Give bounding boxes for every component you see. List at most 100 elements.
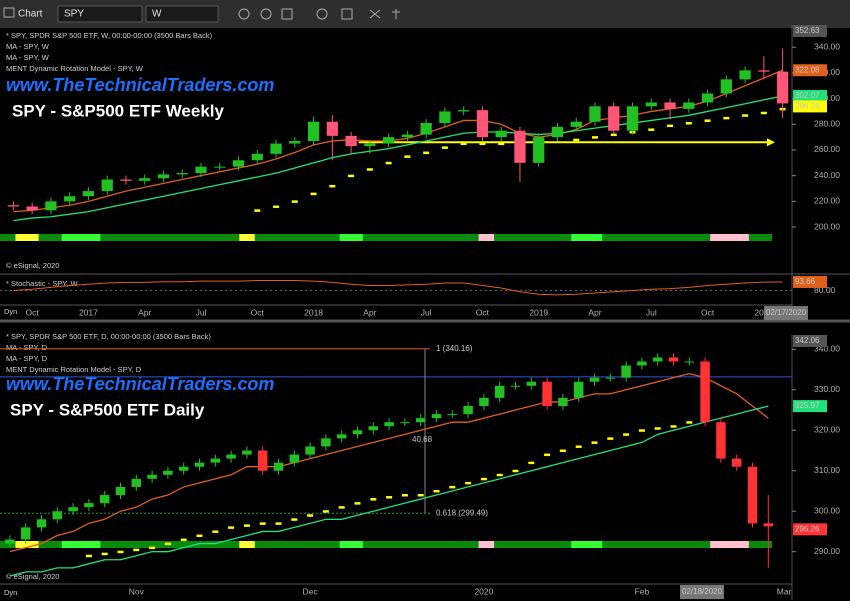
candle-body	[364, 143, 376, 147]
price-tag: 93.66	[795, 277, 816, 286]
candle-body	[251, 153, 263, 161]
candle-body	[289, 140, 301, 144]
stop-dot	[338, 506, 345, 509]
stop-dot	[654, 427, 661, 430]
watermark: www.TheTechnicalTraders.com	[6, 374, 274, 394]
price-tag-bg	[793, 25, 827, 37]
candle-body	[82, 191, 95, 197]
rotation-strip	[0, 234, 772, 241]
stop-dot	[385, 161, 392, 165]
y-tick-label: 300.00	[814, 93, 840, 103]
stop-dot	[275, 522, 282, 525]
stop-dot	[623, 433, 630, 436]
legend-line: * SPY, SPDR S&P 500 ETF, D, 00:00-00:00 …	[6, 332, 211, 341]
symbol-input[interactable]	[57, 5, 143, 23]
candle-body	[731, 458, 742, 467]
x-tick-label: Jul	[196, 307, 207, 317]
candle-body	[439, 111, 451, 124]
stop-dot	[449, 485, 456, 489]
candle-body	[494, 385, 505, 398]
icon[interactable]	[260, 8, 272, 20]
stop-dot	[404, 155, 411, 158]
candle-body	[747, 466, 758, 524]
ma-line	[13, 95, 783, 222]
icon[interactable]	[238, 8, 250, 20]
stop-dot	[648, 128, 655, 131]
price-tag-bg	[793, 100, 827, 113]
candle-body	[242, 450, 252, 455]
candle-body	[273, 462, 284, 471]
cursor-date: 02/17/2020	[766, 308, 807, 317]
price-tag-bg	[793, 335, 827, 347]
candle-body	[589, 377, 600, 382]
dyn-label: Dyn	[4, 307, 17, 316]
x-tick-label: Jul	[421, 307, 432, 317]
candle-body	[533, 137, 545, 163]
interval-input[interactable]	[145, 5, 219, 23]
x-tick-label: 2020	[474, 586, 493, 596]
stop-dot	[291, 518, 298, 521]
rotation-segment	[61, 541, 101, 548]
stop-dot	[528, 461, 535, 465]
candle-body	[570, 121, 582, 127]
y-tick-label: 290.00	[814, 546, 840, 556]
candle-body	[514, 130, 526, 163]
candle-body	[64, 196, 76, 202]
watermark: www.TheTechnicalTraders.com	[6, 75, 274, 95]
candle-body	[510, 385, 521, 387]
cursor-date: 02/18/2020	[682, 587, 723, 596]
candle-body	[608, 106, 620, 131]
stop-dot	[259, 522, 266, 525]
candle-body	[7, 205, 20, 207]
stop-dot	[433, 489, 440, 493]
icon[interactable]	[392, 9, 400, 19]
interval[interactable]: W	[152, 9, 162, 20]
candle-body	[115, 486, 126, 496]
price-tag: 296.26	[795, 102, 820, 111]
candle-body	[551, 126, 564, 138]
candle-body	[382, 137, 395, 144]
candle-body	[194, 462, 205, 467]
x-tick-label: Jul	[646, 307, 657, 317]
candle-body	[36, 519, 47, 528]
fib-label: 0.618 (299.49)	[436, 508, 488, 517]
icon[interactable]	[281, 8, 293, 20]
stop-dot	[512, 469, 519, 473]
indicator-line	[13, 280, 783, 296]
candle-body	[526, 381, 537, 386]
icon[interactable]	[369, 9, 381, 19]
stop-dot	[212, 530, 219, 533]
candle-body	[305, 446, 315, 455]
indicator-tick-label: 80.00	[814, 285, 836, 295]
legend-line: MA - SPY, D	[6, 354, 48, 363]
icon[interactable]	[316, 8, 328, 20]
stop-dot	[723, 116, 730, 120]
legend-line: MENT Dynamic Rotation Model - SPY, W	[6, 64, 144, 73]
stop-dot	[101, 552, 108, 556]
candle-body	[401, 134, 414, 138]
ma-line	[9, 372, 769, 553]
candle-body	[384, 422, 394, 427]
copyright: © eSignal, 2020	[6, 261, 59, 270]
stop-dot	[117, 550, 124, 554]
price-tag-bg	[793, 275, 827, 288]
x-tick-label: 2020	[754, 307, 773, 317]
legend-line: MA - SPY, W	[6, 53, 50, 62]
legend-line: MA - SPY, W	[6, 42, 50, 51]
candle-body	[84, 503, 94, 508]
candle-body	[573, 381, 584, 398]
icon[interactable]	[341, 8, 353, 20]
rotation-segment	[339, 541, 363, 548]
candle-body	[652, 357, 663, 362]
y-tick-label: 200.00	[814, 221, 840, 231]
candle-body	[157, 174, 170, 179]
rotation-segment	[61, 234, 101, 241]
stop-dot	[354, 502, 361, 505]
candle-body	[52, 511, 63, 520]
candle-body	[214, 166, 226, 168]
symbol[interactable]: SPY	[64, 9, 84, 20]
candle-body	[101, 179, 113, 192]
y-tick-label: 320.00	[814, 67, 840, 77]
price-tag: 322.08	[795, 65, 820, 74]
legend-line: MA - SPY, D	[6, 343, 48, 352]
